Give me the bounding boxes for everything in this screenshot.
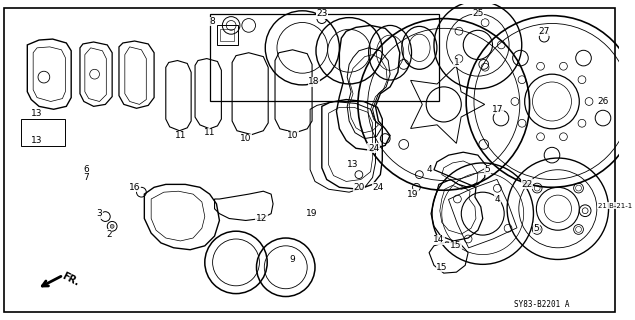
Text: 13: 13 bbox=[31, 136, 43, 145]
Text: 25: 25 bbox=[472, 9, 484, 18]
Bar bbox=[217, 25, 238, 45]
Text: 19: 19 bbox=[306, 209, 318, 218]
Text: 4: 4 bbox=[426, 165, 432, 174]
Text: 5: 5 bbox=[533, 224, 539, 233]
Bar bbox=[220, 29, 234, 41]
Text: 6: 6 bbox=[83, 165, 89, 174]
Text: 10: 10 bbox=[287, 131, 298, 140]
Text: 21 B-21-1: 21 B-21-1 bbox=[598, 203, 632, 209]
Bar bbox=[210, 14, 439, 101]
Text: 8: 8 bbox=[210, 17, 215, 26]
Text: 13: 13 bbox=[31, 109, 43, 118]
Bar bbox=[22, 119, 65, 146]
Text: 23: 23 bbox=[316, 9, 328, 18]
Text: 10: 10 bbox=[240, 134, 251, 143]
Text: 23: 23 bbox=[316, 9, 328, 18]
Text: 14: 14 bbox=[433, 236, 444, 244]
Text: 12: 12 bbox=[256, 214, 267, 223]
Text: 26: 26 bbox=[597, 97, 608, 106]
Text: 24: 24 bbox=[373, 183, 384, 192]
Text: 27: 27 bbox=[538, 27, 550, 36]
Text: 19: 19 bbox=[407, 190, 418, 199]
Text: 5: 5 bbox=[485, 165, 490, 174]
Text: 17: 17 bbox=[491, 105, 503, 114]
Text: 15: 15 bbox=[436, 263, 448, 272]
Text: 20: 20 bbox=[353, 183, 364, 192]
Text: 11: 11 bbox=[204, 128, 215, 137]
Circle shape bbox=[110, 224, 114, 228]
Text: 1: 1 bbox=[453, 58, 459, 67]
Text: 2: 2 bbox=[107, 230, 112, 239]
Text: FR.: FR. bbox=[60, 270, 81, 288]
Text: 16: 16 bbox=[129, 183, 140, 192]
Text: SY83-B2201 A: SY83-B2201 A bbox=[514, 300, 569, 309]
Text: 13: 13 bbox=[347, 160, 359, 169]
Text: 24: 24 bbox=[368, 144, 379, 153]
Text: 11: 11 bbox=[175, 131, 186, 140]
Text: 4: 4 bbox=[495, 195, 500, 204]
Text: 3: 3 bbox=[97, 209, 102, 218]
Text: 7: 7 bbox=[83, 173, 89, 182]
Text: 22: 22 bbox=[521, 180, 532, 189]
Text: 9: 9 bbox=[290, 255, 295, 264]
Text: 15: 15 bbox=[450, 241, 461, 250]
Text: 18: 18 bbox=[308, 77, 320, 86]
